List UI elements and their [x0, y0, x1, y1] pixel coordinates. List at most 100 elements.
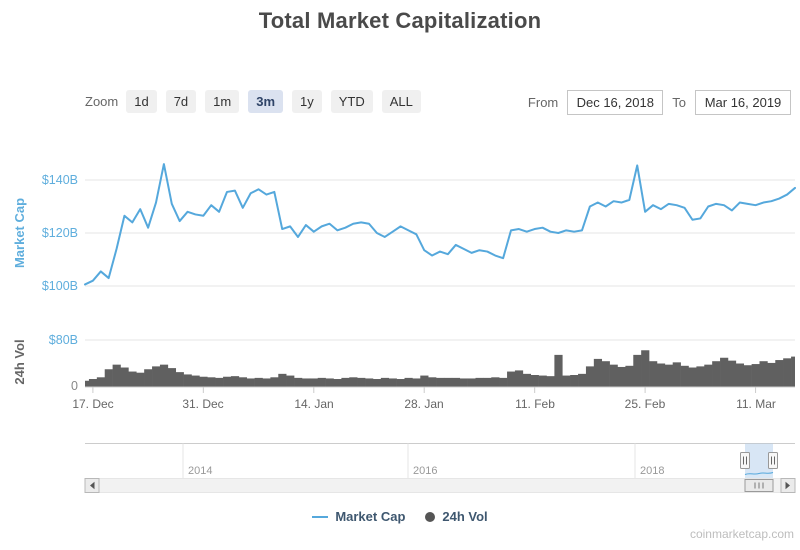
volume-bar[interactable] — [656, 363, 666, 387]
volume-bar[interactable] — [325, 378, 334, 387]
to-date-input[interactable] — [695, 90, 791, 115]
scrollbar[interactable] — [84, 478, 796, 493]
volume-bar[interactable] — [775, 360, 784, 387]
volume-bar[interactable] — [720, 357, 729, 387]
volume-bar[interactable] — [96, 377, 106, 387]
volume-bar[interactable] — [538, 375, 547, 387]
volume-bar[interactable] — [365, 378, 374, 387]
volume-bar[interactable] — [120, 367, 129, 387]
navigator-left-handle[interactable] — [740, 452, 750, 469]
zoom-button-ytd[interactable]: YTD — [330, 90, 373, 113]
volume-bar[interactable] — [294, 377, 303, 387]
volume-bar[interactable] — [499, 377, 508, 387]
zoom-button-1m[interactable]: 1m — [205, 90, 240, 113]
volume-bar[interactable] — [301, 378, 311, 387]
volume-bar[interactable] — [459, 378, 468, 387]
volume-bar[interactable] — [349, 377, 358, 387]
volume-bar[interactable] — [578, 373, 587, 387]
volume-bar[interactable] — [144, 369, 153, 387]
volume-bar[interactable] — [230, 376, 240, 387]
volume-bar[interactable] — [767, 362, 776, 387]
volume-bar[interactable] — [396, 379, 405, 387]
volume-bar[interactable] — [791, 356, 795, 387]
zoom-button-all[interactable]: ALL — [381, 90, 421, 113]
volume-bar[interactable] — [428, 377, 437, 387]
volume-bar[interactable] — [443, 377, 453, 387]
volume-bar[interactable] — [412, 378, 421, 387]
volume-bar[interactable] — [554, 354, 563, 387]
volume-bar[interactable] — [546, 376, 555, 387]
volume-bar[interactable] — [759, 361, 768, 387]
market-cap-line[interactable] — [84, 163, 796, 286]
volume-bar[interactable] — [199, 376, 208, 387]
zoom-button-7d[interactable]: 7d — [165, 90, 197, 113]
volume-bar[interactable] — [633, 354, 642, 387]
volume-bar[interactable] — [372, 379, 382, 387]
volume-bar[interactable] — [136, 372, 145, 387]
volume-bar[interactable] — [270, 377, 279, 387]
chart-canvas[interactable]: $140B $120B $100B Market Cap 24h Vol $80… — [0, 140, 800, 500]
volume-bar[interactable] — [254, 377, 263, 387]
from-date-input[interactable] — [567, 90, 664, 115]
volume-bar[interactable] — [317, 377, 326, 387]
scrollbar-thumb[interactable] — [744, 479, 774, 492]
volume-bar[interactable] — [467, 378, 476, 387]
navigator-right-handle[interactable] — [768, 452, 778, 469]
volume-bar[interactable] — [167, 368, 177, 387]
scrollbar-left-button[interactable] — [84, 478, 100, 493]
volume-bar[interactable] — [436, 377, 445, 387]
navigator[interactable]: 2014 2016 2018 — [85, 443, 795, 479]
legend-item-24h-vol[interactable]: 24h Vol — [425, 509, 488, 524]
volume-bar[interactable] — [727, 360, 737, 387]
volume-bar[interactable] — [649, 361, 658, 387]
volume-bar[interactable] — [380, 377, 390, 387]
volume-bar[interactable] — [223, 376, 232, 387]
volume-bar[interactable] — [562, 375, 571, 387]
volume-bar[interactable] — [246, 378, 255, 387]
volume-bar[interactable] — [112, 364, 121, 387]
volume-bar[interactable] — [262, 378, 271, 387]
volume-bar[interactable] — [85, 380, 90, 387]
zoom-button-1y[interactable]: 1y — [292, 90, 322, 113]
scrollbar-right-button[interactable] — [780, 478, 796, 493]
volume-bars[interactable] — [85, 350, 795, 387]
volume-bar[interactable] — [625, 365, 634, 387]
volume-bar[interactable] — [238, 377, 248, 387]
volume-bar[interactable] — [570, 375, 579, 387]
volume-bar[interactable] — [522, 373, 532, 387]
volume-bar[interactable] — [207, 377, 216, 387]
volume-bar[interactable] — [585, 366, 595, 387]
volume-bar[interactable] — [278, 373, 287, 387]
volume-bar[interactable] — [88, 379, 98, 387]
volume-bar[interactable] — [735, 363, 745, 387]
volume-bar[interactable] — [159, 364, 169, 387]
volume-bar[interactable] — [309, 378, 319, 387]
volume-bar[interactable] — [617, 366, 626, 387]
volume-bar[interactable] — [491, 377, 500, 387]
volume-bar[interactable] — [175, 372, 184, 387]
volume-bar[interactable] — [191, 375, 200, 387]
volume-bar[interactable] — [641, 350, 650, 387]
volume-bar[interactable] — [341, 377, 350, 387]
volume-bar[interactable] — [475, 377, 484, 387]
volume-bar[interactable] — [672, 362, 681, 387]
volume-bar[interactable] — [751, 364, 760, 387]
volume-bar[interactable] — [688, 367, 697, 387]
volume-bar[interactable] — [152, 366, 161, 387]
volume-bar[interactable] — [215, 377, 224, 387]
zoom-button-1d[interactable]: 1d — [126, 90, 157, 113]
volume-bar[interactable] — [507, 371, 516, 387]
volume-bar[interactable] — [183, 374, 192, 387]
volume-bar[interactable] — [601, 361, 610, 387]
volume-bar[interactable] — [664, 364, 674, 387]
volume-bar[interactable] — [388, 378, 397, 387]
scrollbar-track[interactable] — [84, 478, 796, 493]
legend-item-market-cap[interactable]: Market Cap — [312, 509, 405, 524]
volume-bar[interactable] — [404, 377, 413, 387]
volume-bar[interactable] — [743, 365, 752, 387]
volume-bar[interactable] — [783, 358, 792, 387]
volume-bar[interactable] — [128, 371, 137, 387]
volume-bar[interactable] — [530, 375, 539, 387]
volume-bar[interactable] — [696, 366, 705, 387]
volume-bar[interactable] — [286, 375, 295, 387]
